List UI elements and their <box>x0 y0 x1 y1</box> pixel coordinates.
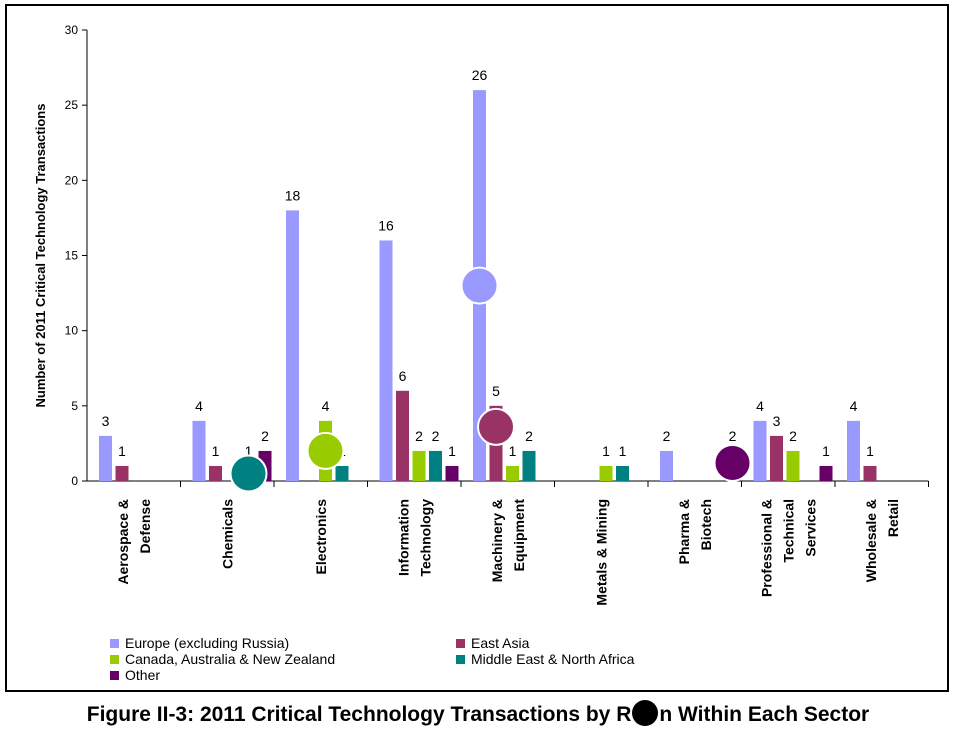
legend-swatch <box>110 671 119 680</box>
data-label: 4 <box>850 398 858 414</box>
data-label: 2 <box>261 428 269 444</box>
obscuring-blot <box>632 700 659 726</box>
caption-text-after: n Within Each Sector <box>659 703 870 726</box>
data-label: 4 <box>756 398 764 414</box>
bar <box>379 240 393 481</box>
category-label: Defense <box>137 499 153 554</box>
data-label: 4 <box>322 398 330 414</box>
category-label: Machinery & <box>489 499 505 582</box>
bar <box>786 450 800 481</box>
bar <box>445 465 459 481</box>
bar <box>819 465 833 481</box>
y-tick-label: 30 <box>65 23 79 37</box>
overlay-marker <box>713 443 752 482</box>
bar <box>412 450 426 481</box>
legend-swatch <box>456 639 465 648</box>
data-label: 3 <box>773 413 781 429</box>
bar <box>99 435 112 481</box>
category-label: Aerospace & <box>115 499 131 585</box>
bar <box>192 420 206 481</box>
y-tick-label: 15 <box>65 249 79 263</box>
bar <box>616 465 629 481</box>
category-label: Chemicals <box>219 499 235 569</box>
bar <box>753 420 767 481</box>
data-label: 1 <box>866 443 874 459</box>
bar <box>599 465 613 481</box>
category-label: Technology <box>417 499 433 577</box>
category-label: Metals & Mining <box>593 499 609 606</box>
data-label: 4 <box>195 398 203 414</box>
data-label: 1 <box>602 443 610 459</box>
data-label: 26 <box>472 67 488 83</box>
data-label: 18 <box>285 187 301 203</box>
legend-label: Europe (excluding Russia) <box>125 635 289 651</box>
overlay-marker <box>229 454 268 493</box>
data-label: 2 <box>525 428 533 444</box>
data-label: 1 <box>212 443 220 459</box>
legend-label: Middle East & North Africa <box>471 651 635 667</box>
category-label: Equipment <box>511 499 527 572</box>
data-label: 2 <box>663 428 671 444</box>
data-label: 6 <box>399 368 407 384</box>
data-label: 1 <box>822 443 830 459</box>
legend-swatch <box>456 655 465 664</box>
data-label: 2 <box>789 428 797 444</box>
bar <box>506 465 519 481</box>
y-tick-label: 20 <box>65 173 79 187</box>
data-label: 1 <box>448 443 456 459</box>
bar <box>863 465 877 481</box>
data-label: 2 <box>415 428 423 444</box>
category-label: Professional & <box>758 499 774 597</box>
category-label: Technical <box>780 499 796 563</box>
y-axis-label: Number of 2011 Critical Technology Trans… <box>33 104 48 408</box>
y-tick-label: 25 <box>65 98 79 112</box>
category-label: Wholesale & <box>863 499 879 582</box>
bar <box>115 465 129 481</box>
bar <box>286 210 299 481</box>
chart-frame: 0 5 10 15 20 25 30 Number of 2011 Critical Tech… <box>5 4 949 692</box>
legend-swatch <box>110 639 119 648</box>
data-label: 1 <box>509 443 517 459</box>
category-label: Information <box>395 499 411 576</box>
overlay-marker <box>477 407 515 446</box>
bar <box>660 450 673 481</box>
legend-label: Canada, Australia & New Zealand <box>125 651 335 667</box>
bar <box>847 420 860 481</box>
figure-caption: Figure II-3: 2011 Critical Technology Tr… <box>0 700 956 727</box>
category-label: Retail <box>885 499 901 537</box>
legend-swatch <box>110 655 119 664</box>
data-label: 1 <box>118 443 126 459</box>
category-label: Electronics <box>313 499 329 575</box>
legend-label: East Asia <box>471 635 530 651</box>
data-label: 2 <box>729 428 737 444</box>
bar <box>429 450 442 481</box>
bar <box>335 465 349 481</box>
overlay-marker <box>460 266 499 305</box>
data-label: 1 <box>619 443 627 459</box>
y-tick-label: 5 <box>71 399 78 413</box>
data-label: 1 <box>245 443 253 459</box>
data-label: 2 <box>432 428 440 444</box>
legend-label: Other <box>125 667 160 683</box>
overlay-marker <box>306 431 345 470</box>
bar <box>770 435 783 481</box>
bar <box>396 390 409 481</box>
category-label: Pharma & <box>676 499 692 564</box>
data-label: 5 <box>492 383 500 399</box>
bar <box>209 465 222 481</box>
category-label: Services <box>802 499 818 557</box>
data-label: 16 <box>378 217 394 233</box>
data-label: 3 <box>102 413 110 429</box>
bar <box>522 450 536 481</box>
caption-text-before: Figure II-3: 2011 Critical Technology Tr… <box>86 703 632 726</box>
category-label: Biotech <box>698 499 714 550</box>
y-tick-label: 0 <box>71 474 78 488</box>
y-tick-label: 10 <box>65 324 79 338</box>
